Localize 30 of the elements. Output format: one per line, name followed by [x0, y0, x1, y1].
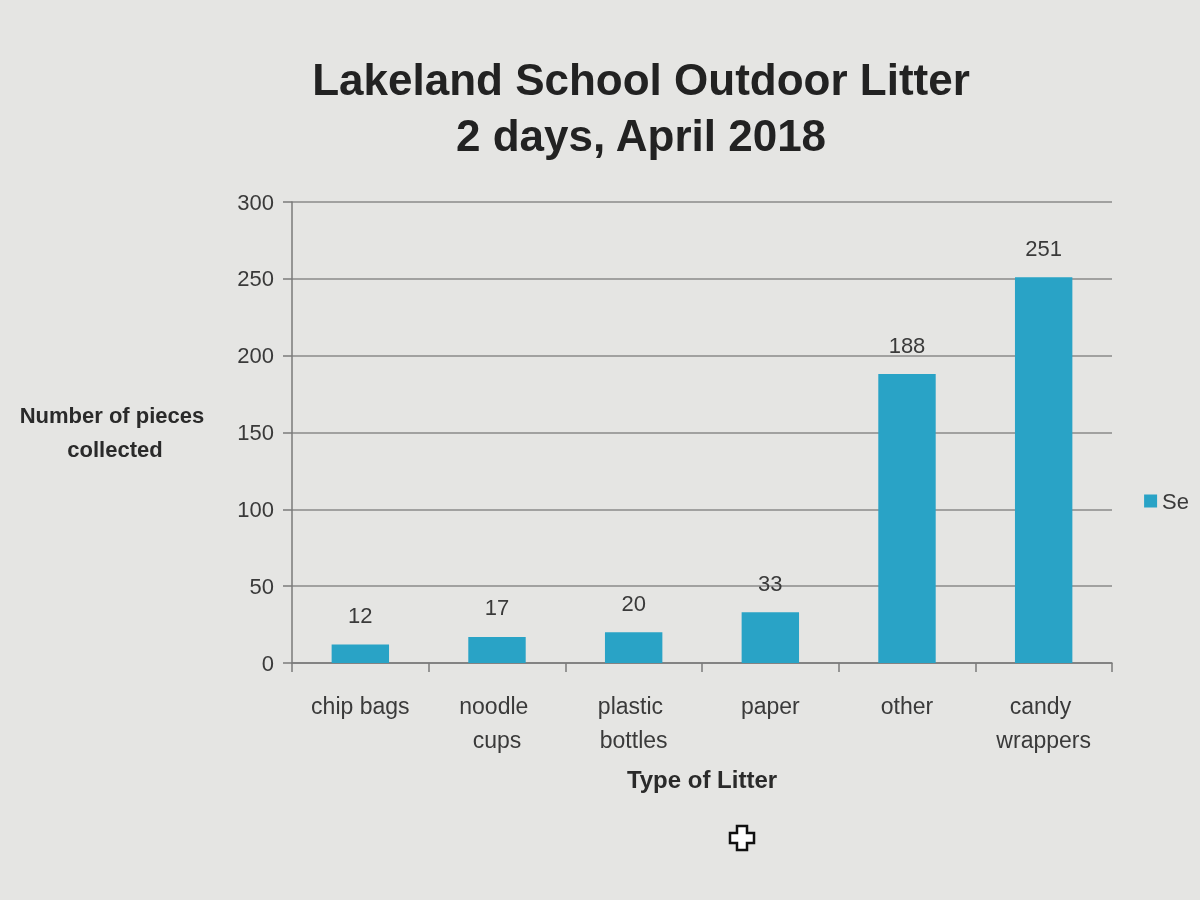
x-tick-label: noodle cups: [459, 693, 535, 753]
legend-label: Se: [1162, 488, 1190, 514]
bar: [1014, 277, 1073, 663]
x-tick-label: paper: [740, 693, 801, 719]
bar: [604, 632, 663, 663]
data-label: 17: [484, 595, 510, 621]
data-label: 20: [621, 590, 646, 616]
chart-subtitle: 2 days, April 2018: [455, 110, 827, 160]
bar: [331, 644, 390, 663]
x-tick-label: chip bags: [311, 693, 410, 719]
x-tick-label: plastic bottles: [597, 693, 670, 753]
y-tick-label: 150: [237, 420, 274, 445]
x-tick-label: other: [880, 693, 934, 719]
data-label: 33: [758, 570, 783, 596]
data-label: 251: [1025, 235, 1063, 261]
chart-title: Lakeland School Outdoor Litter: [312, 54, 970, 104]
bar: [468, 636, 526, 663]
x-tick-label: candy wrappers: [995, 693, 1091, 753]
data-label: 12: [348, 603, 373, 629]
y-tick-label: 100: [237, 496, 274, 522]
data-label: 188: [888, 332, 926, 358]
y-tick-label: 0: [261, 650, 274, 676]
y-tick-label: 250: [237, 266, 274, 292]
y-tick-label: 50: [249, 573, 274, 599]
bar: [878, 374, 936, 663]
x-axis-title: Type of Litter: [626, 765, 778, 793]
bar: [741, 612, 800, 663]
y-axis-title: Number of pieces collected: [19, 402, 211, 462]
y-tick-label: 200: [237, 343, 274, 369]
y-tick-label: 300: [237, 189, 274, 215]
